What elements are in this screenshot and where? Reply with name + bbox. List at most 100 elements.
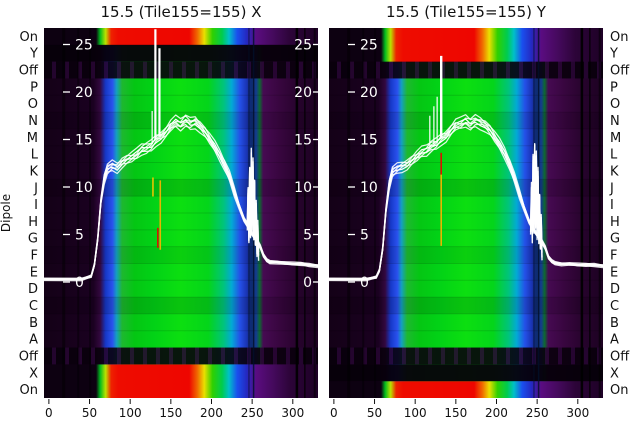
x-tick-label: 150 [444,406,467,420]
inner-tick-label: 15 [75,133,93,149]
x-tick-label: 50 [367,406,382,420]
x-tick-label: 100 [404,406,427,420]
row-label-left: N [28,114,38,129]
inner-tick-label-right: 20 [294,85,312,101]
inner-tick-label: 20 [360,85,378,101]
row-label-left: B [29,316,38,331]
inner-tick-label: 0 [75,275,84,291]
row-label-right: C [610,299,619,314]
row-label-right: K [610,164,619,179]
rfi-cluster [246,147,260,253]
waterfall-body [329,28,603,398]
bandpass-curve [329,114,603,280]
inner-tick-label: 5 [75,228,84,244]
inner-tick-label: 25 [75,38,93,54]
row-label-right: E [610,265,618,280]
row-label-left: E [30,265,38,280]
inner-tick-label: 0 [360,275,369,291]
row-label-right: Off [610,349,630,364]
row-label-left: On [20,383,38,398]
inner-tick-label: 5 [360,228,369,244]
x-tick-label: 0 [330,406,338,420]
row-label-left: Off [19,349,39,364]
x-tick-label: 300 [566,406,589,420]
x-tick-label: 150 [159,406,182,420]
row-label-left: X [29,366,38,381]
x-tick-label: 100 [119,406,142,420]
row-label-right: M [610,131,621,146]
bright-row [329,381,603,398]
row-shade [44,297,318,314]
x-tick-label: 50 [82,406,97,420]
x-tick-label: 200 [485,406,508,420]
panel-title-y: 15.5 (Tile155=155) Y [386,3,546,21]
bright-row [44,381,318,398]
row-label-right: Y [609,47,618,62]
row-label-left: K [29,164,38,179]
row-label-right: F [610,249,617,264]
row-label-right: I [610,198,614,213]
row-shade [329,246,603,264]
row-label-right: H [610,215,620,230]
row-label-left: D [28,282,38,297]
row-label-left: On [20,30,38,45]
row-label-right: A [610,333,619,348]
off-row [329,61,603,79]
row-label-left: I [34,198,38,213]
inner-tick-label-right: 15 [294,133,312,149]
row-label-left: F [31,249,38,264]
row-label-right: P [610,80,618,95]
off-row [329,347,603,365]
row-label-right: O [610,97,620,112]
bright-row [44,364,318,382]
row-label-left: Y [29,47,38,62]
row-label-left: P [30,80,38,95]
row-label-right: On [610,383,628,398]
row-label-left: Off [19,64,39,79]
row-label-left: C [29,299,38,314]
row-label-right: N [610,114,620,129]
row-label-right: L [610,148,618,163]
bandpass-curve [44,114,318,280]
x-tick-label: 250 [241,406,264,420]
inner-tick-label: 15 [360,133,378,149]
x-tick-label: 200 [200,406,223,420]
waterfall-body [44,28,318,398]
panel-title-x: 15.5 (Tile155=155) X [100,3,262,21]
row-label-right: G [610,232,620,247]
row-shade [329,297,603,314]
inner-tick-label-right: 0 [303,275,312,291]
crosspol-dark-row [329,364,603,382]
row-label-left: M [27,131,38,146]
row-label-left: A [29,333,38,348]
inner-tick-label: 25 [360,38,378,54]
inner-tick-label: 20 [75,85,93,101]
row-label-left: J [33,181,38,196]
row-label-left: L [31,148,39,163]
off-row [44,347,318,365]
x-tick-label: 250 [526,406,549,420]
rfi-cluster [529,143,543,253]
inner-tick-label-right: 10 [294,180,312,196]
panel-clip-right [329,28,603,398]
row-label-left: H [28,215,38,230]
row-label-right: X [610,366,619,381]
row-label-right: J [609,181,614,196]
x-tick-label: 0 [45,406,53,420]
row-label-right: B [610,316,619,331]
inner-tick-label-right: 5 [303,228,312,244]
row-label-right: D [610,282,620,297]
row-label-right: Off [610,64,630,79]
row-label-left: O [28,97,38,112]
row-label-right: On [610,30,628,45]
inner-tick-label: 10 [360,180,378,196]
y-axis-label: Dipole [0,194,13,232]
x-tick-label: 300 [281,406,304,420]
inner-tick-label: 10 [75,180,93,196]
row-label-left: G [28,232,38,247]
panel-clip-left [44,28,318,398]
